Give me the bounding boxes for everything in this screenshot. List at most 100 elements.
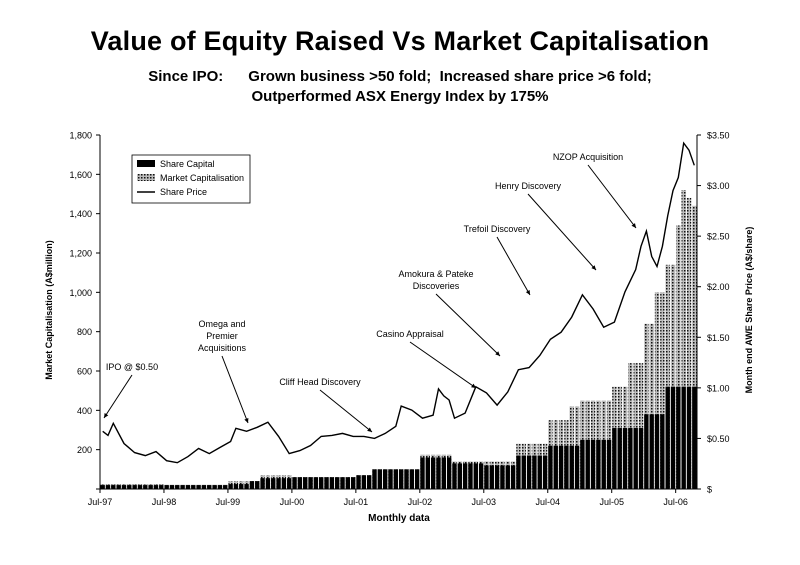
bar-market-cap [676, 225, 681, 489]
annotation-arrow [496, 236, 531, 296]
bar-share-capital [239, 484, 244, 489]
bar-share-capital [287, 478, 292, 489]
legend-label: Share Price [160, 187, 207, 197]
y2-tick-label: $1.50 [707, 333, 730, 343]
bar-share-capital [340, 477, 345, 489]
annotation-label: Amokura & Pateke [398, 269, 473, 279]
bar-share-capital [175, 485, 180, 489]
x-tick-label: Jul-97 [88, 497, 113, 507]
annotation-label: Discoveries [413, 281, 460, 291]
annotation-arrow [103, 374, 133, 419]
bar-share-capital [590, 439, 596, 489]
annotation-arrowhead [591, 265, 596, 270]
bar-share-capital [500, 465, 505, 489]
y-tick-label: 200 [77, 445, 92, 455]
bar-share-capital [468, 463, 473, 489]
bar-share-capital [372, 469, 377, 489]
chart-title: Value of Equity Raised Vs Market Capital… [90, 26, 710, 56]
bar-share-capital [430, 457, 436, 489]
bar-share-capital [446, 457, 452, 489]
annotation-label: Henry Discovery [495, 181, 562, 191]
annotation-arrow [527, 193, 597, 271]
bar-share-capital [622, 428, 628, 489]
bar-share-capital [644, 414, 649, 489]
bar-share-capital [510, 465, 516, 489]
bar-share-capital [100, 485, 105, 489]
y-tick-label: 1,800 [69, 131, 92, 141]
bar-share-capital [638, 428, 644, 489]
bar-share-capital [281, 478, 287, 489]
chart-subtitle-line-2: Outperformed ASX Energy Index by 175% [251, 88, 549, 105]
bar-share-capital [111, 485, 116, 489]
bar-share-capital [489, 465, 494, 489]
annotation-label: Premier [206, 331, 238, 341]
y-tick-label: 400 [77, 406, 92, 416]
bar-market-cap [644, 323, 649, 489]
bar-share-capital [558, 445, 564, 489]
bar-share-capital [260, 478, 265, 489]
bar-share-capital [494, 465, 500, 489]
bar-share-capital [255, 481, 260, 489]
bar-share-capital [377, 469, 383, 489]
bar-share-capital [297, 477, 303, 489]
y2-tick-label: $2.00 [707, 282, 730, 292]
bar-share-capital [676, 386, 681, 489]
bar-share-capital [217, 485, 223, 489]
bar-share-capital [191, 485, 196, 489]
bar-market-cap [665, 264, 670, 489]
bar-share-capital [393, 469, 399, 489]
bar-share-capital [398, 469, 404, 489]
bar-share-capital [207, 485, 212, 489]
bar-share-capital [201, 485, 207, 489]
bar-share-capital [681, 386, 686, 489]
bar-share-capital [313, 477, 319, 489]
bar-share-capital [116, 485, 121, 489]
bar-share-capital [127, 485, 132, 489]
bar-market-cap [670, 264, 676, 489]
bar-share-capital [569, 445, 574, 489]
y-tick-label: 600 [77, 367, 92, 377]
chart-subtitle-line-1: Since IPO: Grown business >50 fold; Incr… [148, 68, 652, 85]
bar-share-capital [660, 414, 665, 489]
bar-share-capital [537, 455, 542, 489]
x-tick-label: Jul-03 [472, 497, 497, 507]
bar-share-capital [249, 481, 255, 489]
share-price-line [102, 141, 695, 464]
bar-share-capital [516, 455, 521, 489]
annotation-arrowhead [367, 427, 372, 432]
bar-share-capital [382, 469, 388, 489]
bar-share-capital [335, 477, 340, 489]
bar-share-capital [169, 485, 175, 489]
annotation-arrow [319, 389, 373, 433]
y2-tick-label: $0.50 [707, 434, 730, 444]
x-axis-label: Monthly data [368, 513, 430, 524]
bar-share-capital [665, 386, 670, 489]
bar-share-capital [148, 485, 153, 489]
bar-share-capital [366, 475, 372, 489]
annotation-arrowhead [244, 418, 249, 423]
bar-share-capital [473, 463, 478, 489]
bar-share-capital [452, 463, 457, 489]
bar-share-capital [532, 455, 537, 489]
annotation-label: Omega and [198, 319, 245, 329]
annotation-label: Acquisitions [198, 343, 247, 353]
annotation-label: IPO @ $0.50 [106, 362, 158, 372]
bar-share-capital [361, 475, 367, 489]
annotation-arrow [435, 293, 501, 357]
bar-share-capital [548, 445, 553, 489]
bar-share-capital [478, 463, 484, 489]
y2-tick-label: $3.50 [707, 131, 730, 141]
bar-share-capital [462, 463, 468, 489]
y2-axis-label: Month end AWE Share Price (A$/share) [744, 227, 754, 394]
x-tick-label: Jul-00 [280, 497, 305, 507]
bar-share-capital [436, 457, 441, 489]
y-tick-label: 800 [77, 327, 92, 337]
bar-share-capital [457, 463, 462, 489]
y2-tick-label: $1.00 [707, 383, 730, 393]
bar-share-capital [324, 477, 329, 489]
bar-share-capital [601, 439, 606, 489]
x-tick-label: Jul-01 [344, 497, 369, 507]
bar-share-capital [185, 485, 191, 489]
bar-share-capital [686, 386, 692, 489]
